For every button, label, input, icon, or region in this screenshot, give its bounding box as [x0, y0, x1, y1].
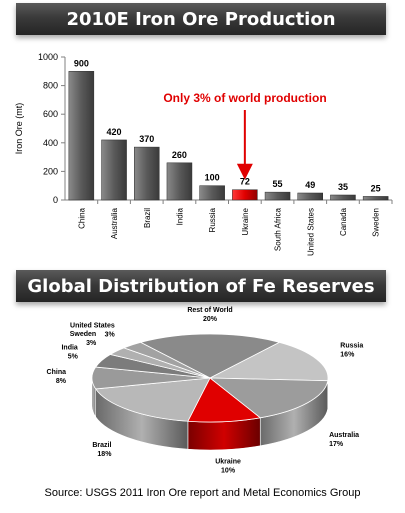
pie-sides [91, 377, 329, 451]
x-tick-label-australia: Australia [110, 207, 119, 239]
pie-label-value: 20% [203, 316, 218, 323]
bar-united-states [297, 192, 323, 201]
x-tick-label-south-africa: South Africa [274, 207, 283, 251]
pie-label-sweden: Sweden 3% [70, 331, 97, 347]
pie-slice-sweden [109, 347, 211, 379]
pie-label-name: Ukraine [215, 459, 241, 466]
y-tick-label: 1000 [38, 52, 58, 62]
bar-india [166, 162, 193, 201]
data-label-south-africa: 55 [273, 179, 283, 189]
pie-side-australia [259, 380, 329, 447]
pie-slice-china [91, 366, 211, 390]
pie-label-name: Russia [340, 343, 363, 350]
data-label-ukraine: 72 [240, 177, 250, 187]
pie-slice-russia [209, 341, 329, 382]
x-tick-label-india: India [175, 207, 184, 225]
y-tick-label: 0 [53, 195, 58, 205]
pie-label-name: Rest of World [187, 307, 232, 314]
y-axis-label: Iron Ore (mt) [14, 103, 24, 155]
x-tick-label-china: China [77, 207, 86, 228]
pie-label-brazil: Brazil 18% [92, 442, 112, 458]
pie-label-value: 5% [68, 353, 79, 360]
pie-label-ukraine: Ukraine 10% [215, 459, 241, 475]
x-tick-label-russia: Russia [208, 207, 217, 232]
pie-slice-rest-of-world [139, 333, 281, 379]
pie-label-united-states: United States 3% [70, 322, 116, 338]
pie-slice-united-states [122, 341, 211, 379]
pie-label-value: 8% [56, 378, 67, 385]
x-tick-label-sweden: Sweden [372, 208, 381, 237]
pie-label-china: China 8% [47, 369, 67, 385]
pie-label-russia: Russia 16% [340, 343, 363, 359]
production-bar-chart: 0 200 400 600 800 1000 Iron Ore (mt) 900 China 42… [14, 52, 393, 256]
annotation-text: Only 3% of world production [163, 91, 326, 105]
pie-slice-ukraine [187, 377, 262, 423]
reserves-chart-title: Global Distribution of Fe Reserves [16, 270, 386, 302]
pie-label-value: 10% [221, 468, 236, 475]
pie-label-name: Brazil [92, 442, 111, 449]
bar-australia [101, 139, 127, 201]
y-tick-label: 400 [43, 138, 58, 148]
pie-slice-australia [208, 377, 329, 419]
pie-label-name: China [47, 369, 67, 376]
data-label-russia: 100 [205, 173, 220, 183]
y-tick-label: 600 [43, 109, 58, 119]
pie-label-value: 17% [329, 441, 344, 448]
pie-slice-brazil [94, 377, 211, 422]
x-tick-label-ukraine: Ukraine [241, 207, 250, 235]
y-tick-label: 200 [43, 166, 58, 176]
x-tick-label-brazil: Brazil [143, 208, 152, 228]
pie-label-value: 3% [86, 340, 97, 347]
pie-side-brazil [95, 387, 189, 450]
production-chart-title: 2010E Iron Ore Production [16, 3, 386, 35]
bar-china [68, 71, 95, 201]
data-label-brazil: 370 [139, 134, 154, 144]
pie-label-australia: Australia 17% [329, 432, 359, 448]
x-tick-label-united-states: United States [306, 208, 315, 256]
data-label-australia: 420 [107, 127, 122, 137]
pie-label-value: 3% [105, 331, 116, 338]
pie-label-india: India 5% [61, 344, 78, 360]
data-label-china: 900 [74, 58, 89, 68]
pie-label-name: India [61, 344, 77, 351]
pie-side-ukraine [187, 417, 261, 451]
x-tick-label-canada: Canada [339, 207, 348, 236]
bar-russia [199, 185, 225, 201]
bar-south-africa [264, 191, 291, 201]
pie-slice-india [94, 353, 211, 379]
pie-side-china [91, 377, 97, 418]
data-label-united-states: 49 [305, 180, 315, 190]
pie-label-name: Australia [329, 432, 359, 439]
bar-canada [330, 194, 356, 201]
source-note: Source: USGS 2011 Iron Ore report and Me… [44, 487, 361, 499]
pie-label-value: 16% [340, 352, 355, 359]
pie-label-name: United States [70, 322, 115, 329]
pie-label-rest-of-world: Rest of World 20% [187, 307, 232, 323]
bar-sweden [362, 196, 389, 201]
data-label-sweden: 25 [371, 183, 381, 193]
bar-ukraine [232, 189, 258, 201]
data-label-india: 260 [172, 150, 187, 160]
y-tick-label: 800 [43, 81, 58, 91]
bar-brazil [134, 146, 160, 201]
pie-label-name: Sweden [70, 331, 96, 338]
data-label-canada: 35 [338, 182, 348, 192]
pie-label-value: 18% [97, 451, 112, 458]
